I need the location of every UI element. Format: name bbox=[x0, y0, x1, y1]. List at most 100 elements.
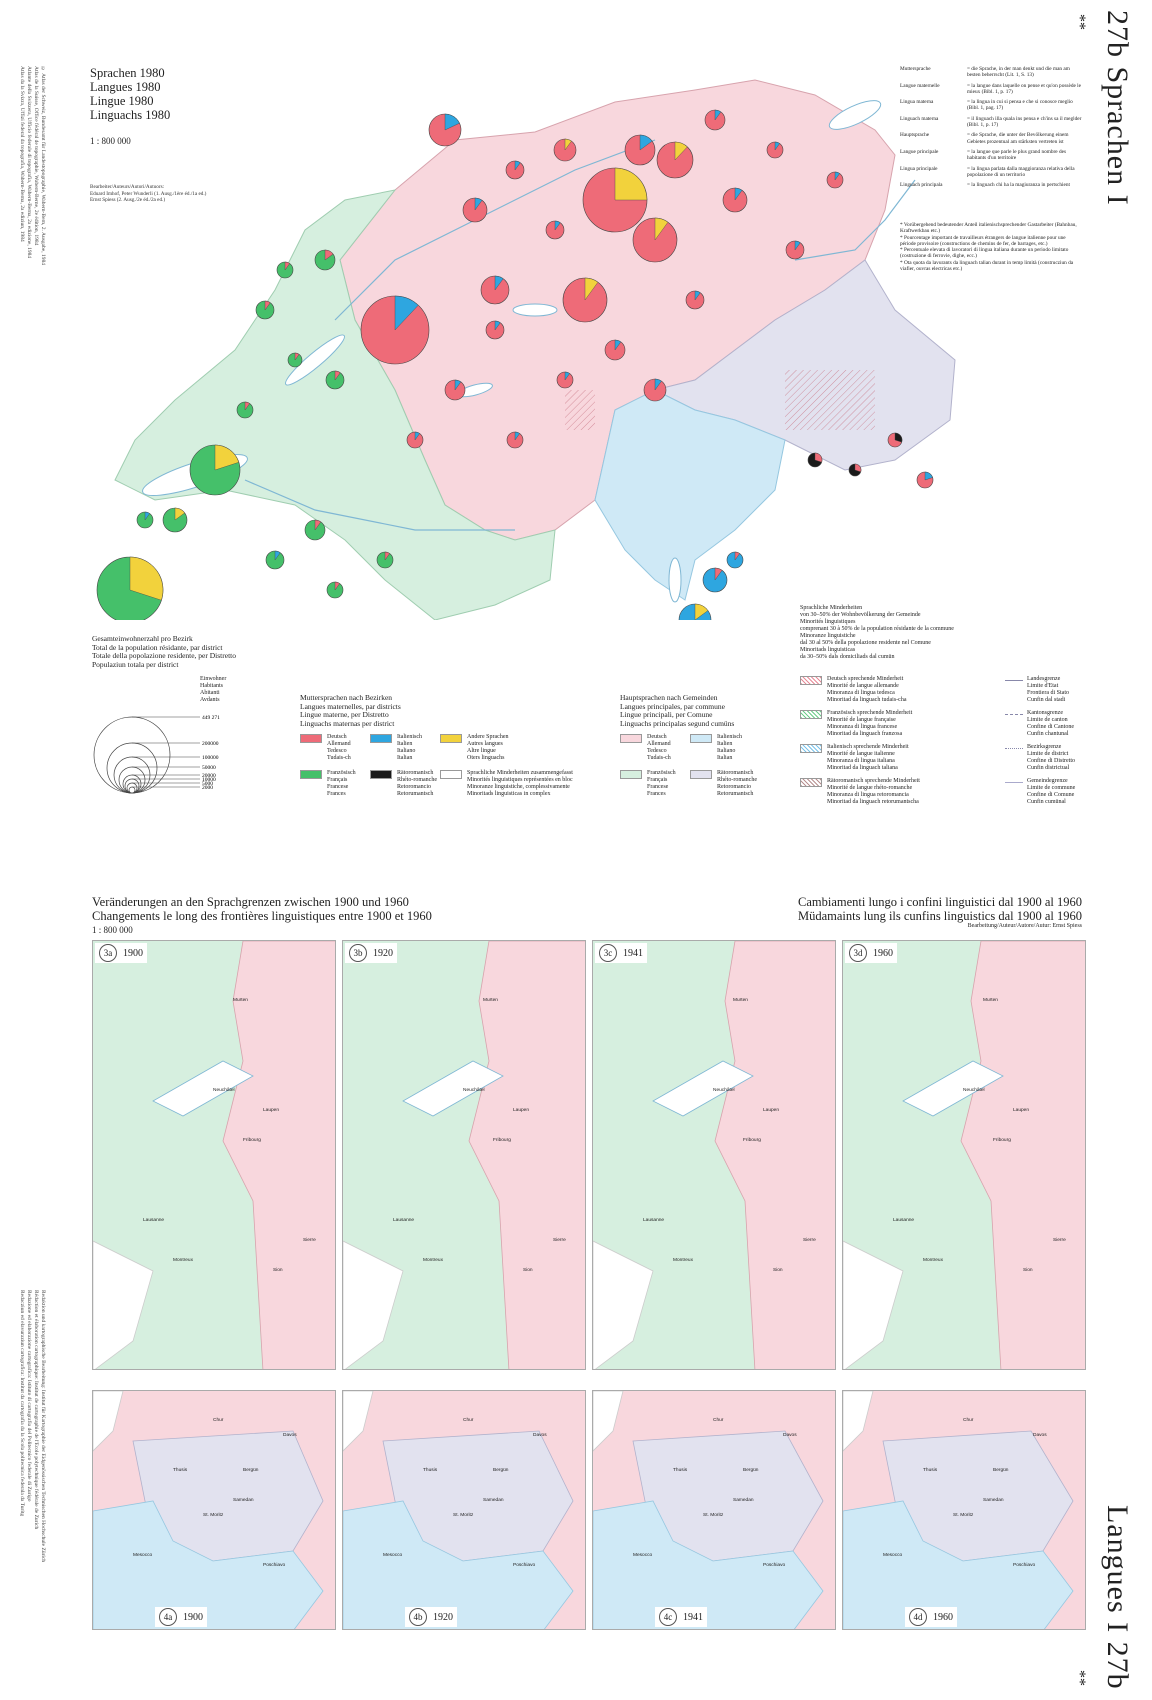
legend-label: Cunfin districtual bbox=[1027, 765, 1070, 771]
legend-label: Limite de commune bbox=[1027, 785, 1076, 791]
legend-swatch bbox=[800, 710, 822, 719]
glossary-definition: = la langue dans laquelle on pense et qu… bbox=[967, 82, 1081, 95]
place-label: Murten bbox=[233, 997, 248, 1003]
panel-number: 3b bbox=[349, 944, 367, 962]
panel-number: 3a bbox=[99, 944, 117, 962]
place-label: Mesocco bbox=[133, 1552, 153, 1558]
lake bbox=[652, 1060, 754, 1117]
legend-label: Confine di Comune bbox=[1027, 792, 1075, 798]
place-label: Samedan bbox=[733, 1497, 754, 1503]
place-label: Laupen bbox=[1013, 1107, 1029, 1113]
legend-label: Tedesco bbox=[327, 748, 347, 754]
place-label: Mesocco bbox=[883, 1552, 903, 1558]
place-label: Murten bbox=[483, 997, 498, 1003]
italian-area bbox=[843, 1500, 1074, 1629]
place-label: Poschiavo bbox=[513, 1562, 535, 1568]
place-label: Neuchâtel bbox=[713, 1087, 735, 1093]
change-map: Chur Davos Thusis Bergün Samedan St. Moritz Me… bbox=[843, 1391, 1085, 1629]
legend-label: Francese bbox=[327, 784, 349, 790]
lake bbox=[902, 1060, 1004, 1117]
district-pie-slice bbox=[654, 217, 669, 241]
glossary-term: Lingua principale bbox=[900, 165, 938, 172]
boundary-legend-item: Bezirksgrenze Limite de district Confine d… bbox=[1005, 744, 1095, 772]
place-label: Samedan bbox=[233, 1497, 254, 1503]
legend-swatch bbox=[800, 744, 822, 753]
legend-label: Minoranza di lingua italiana bbox=[827, 758, 895, 764]
river-rhine bbox=[794, 179, 916, 261]
legend-label: Italiano bbox=[717, 748, 736, 754]
place-label: Sion bbox=[523, 1267, 533, 1273]
legend-item: Rätoromanisch Rhéto-romanche Retoromancio R… bbox=[370, 770, 440, 798]
place-label: Laupen bbox=[763, 1107, 779, 1113]
legend-label: Frances bbox=[327, 791, 346, 797]
panel-label: 3b 1920 bbox=[345, 943, 397, 963]
district-pie-slice bbox=[734, 551, 740, 561]
lake-neuchatel bbox=[285, 334, 345, 386]
legend-item: Italienisch sprechende Minderheit Minorit… bbox=[800, 744, 1000, 772]
district-pie-slice bbox=[834, 171, 840, 181]
district-pie-slice bbox=[334, 370, 341, 381]
glossary-row: Lingua principale = la lingua parlata dal… bbox=[900, 166, 1082, 179]
legend-label: Minorités linguistiques représentées en … bbox=[467, 777, 573, 783]
panel-label: 3c 1941 bbox=[595, 943, 647, 963]
change-map: Murten Neuchâtel Fribourg Laupen Lausanne Mon… bbox=[843, 941, 1085, 1369]
legend-label: Confine di Distretto bbox=[1027, 758, 1075, 764]
legend-swatch bbox=[690, 770, 712, 779]
glossary-row: Hauptsprache = die Sprache, die unter der… bbox=[900, 132, 1082, 145]
pop-value: 20000 bbox=[202, 773, 216, 779]
change-map-panel: Murten Neuchâtel Fribourg Laupen Lausanne Mon… bbox=[92, 940, 336, 1370]
panel-year: 1920 bbox=[433, 1611, 453, 1623]
change-map: Murten Neuchâtel Fribourg Laupen Lausanne Mon… bbox=[593, 941, 835, 1369]
lake-constance bbox=[828, 100, 882, 130]
district-pie-slice bbox=[714, 567, 723, 581]
change-map: Murten Neuchâtel Fribourg Laupen Lausanne Mon… bbox=[343, 941, 585, 1369]
legend-label: Allemand bbox=[327, 741, 351, 747]
legend-item: Sprachliche Minderheiten zusammengefasst… bbox=[440, 770, 590, 798]
district-pie-slice bbox=[614, 167, 648, 201]
legend-label: Autres langues bbox=[467, 741, 503, 747]
german-area bbox=[222, 941, 335, 1369]
legend-label: Deutsch sprechende Minderheit bbox=[827, 676, 904, 682]
place-label: Chur bbox=[213, 1417, 224, 1423]
legend-swatch bbox=[440, 734, 462, 743]
district-pie-slice bbox=[774, 141, 780, 151]
legend-label: Minoritads linguisticas in complex bbox=[467, 791, 551, 797]
plate-title-top: 27b Sprachen I bbox=[1101, 10, 1134, 206]
legend-item: Deutsch Allemand Tedesco Tudais-ch bbox=[620, 734, 690, 762]
panel-label: 4a 1900 bbox=[155, 1607, 207, 1627]
place-label: Bergün bbox=[743, 1467, 759, 1473]
change-map-panel: Chur Davos Thusis Bergün Samedan St. Moritz Me… bbox=[342, 1390, 586, 1630]
place-label: Chur bbox=[713, 1417, 724, 1423]
change-map-panel: Murten Neuchâtel Fribourg Laupen Lausanne Mon… bbox=[592, 940, 836, 1370]
lake-maggiore bbox=[668, 557, 682, 603]
legend-label: Rhéto-romanche bbox=[717, 777, 757, 783]
place-label: Murten bbox=[733, 997, 748, 1003]
panel-year: 1920 bbox=[373, 947, 393, 959]
district-pie-slice bbox=[614, 339, 622, 351]
district-pie-slice bbox=[244, 401, 250, 411]
panel-year: 1900 bbox=[123, 947, 143, 959]
glossary-row: Linguach materna = il linguach illa quala… bbox=[900, 116, 1082, 129]
place-label: Laupen bbox=[513, 1107, 529, 1113]
legend-label: Retorumantsch bbox=[717, 791, 754, 797]
boundary-line-sample bbox=[1005, 782, 1023, 783]
change-maps-author: Bearbeitung/Auteur/Autore/Autur: Ernst S… bbox=[967, 923, 1082, 929]
place-label: Sion bbox=[273, 1267, 283, 1273]
boundary-line-sample bbox=[1005, 748, 1023, 749]
pop-value: 200000 bbox=[202, 741, 219, 747]
boundary-legend-item: Kantonsgrenze Limite de canton Confine di … bbox=[1005, 710, 1095, 738]
main-map-authors: Bearbeiter/Auteurs/Autori/Autuors: Eduar… bbox=[90, 184, 207, 203]
legend-label: Cunfin cumünal bbox=[1027, 799, 1066, 805]
district-pie-slice bbox=[384, 551, 390, 561]
district-pie-slice bbox=[214, 444, 240, 471]
outside-area bbox=[593, 1240, 654, 1369]
legend-label: Minorité de langue allemande bbox=[827, 683, 899, 689]
district-pie-slice bbox=[674, 141, 688, 161]
legend-label: Tedesco bbox=[647, 748, 667, 754]
place-label: Montreux bbox=[923, 1257, 944, 1263]
district-pie-slice bbox=[514, 160, 521, 171]
legend-label: Landesgrenze bbox=[1027, 676, 1061, 682]
district-pie-slice bbox=[394, 295, 419, 331]
legend-label: Altre lingue bbox=[467, 748, 496, 754]
legend-label: Französisch sprechende Minderheit bbox=[827, 710, 913, 716]
